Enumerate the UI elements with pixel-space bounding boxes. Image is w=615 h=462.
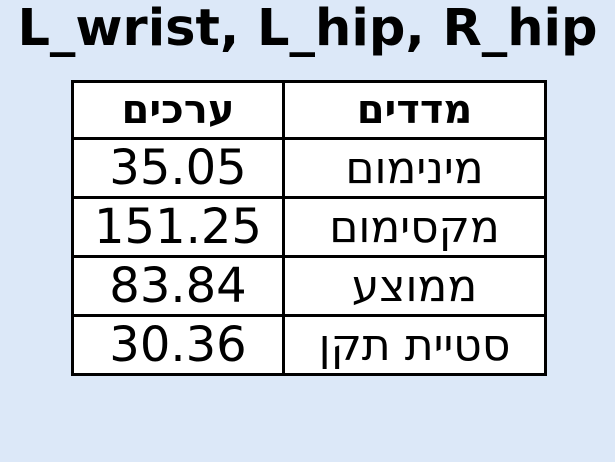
table-cell-value: 30.36 [71,314,285,376]
table-cell-measure: מקסימום [282,196,547,258]
column-header-measures: מדדים [282,80,547,140]
table-row: 83.84 ממוצע [71,255,547,317]
table-cell-measure: מינימום [282,137,547,199]
chart-title: L_wrist, L_hip, R_hip [17,0,598,58]
table-cell-measure: סטיית תקן [282,314,547,376]
table-header-row: ערכים מדדים [71,80,547,140]
table-cell-value: 35.05 [71,137,285,199]
table-cell-value: 83.84 [71,255,285,317]
column-header-values: ערכים [71,80,285,140]
table-cell-value: 151.25 [71,196,285,258]
table-row: 30.36 סטיית תקן [71,314,547,376]
statistics-table: ערכים מדדים 35.05 מינימום 151.25 מקסימום… [71,80,547,376]
table-row: 35.05 מינימום [71,137,547,199]
table-cell-measure: ממוצע [282,255,547,317]
table-row: 151.25 מקסימום [71,196,547,258]
